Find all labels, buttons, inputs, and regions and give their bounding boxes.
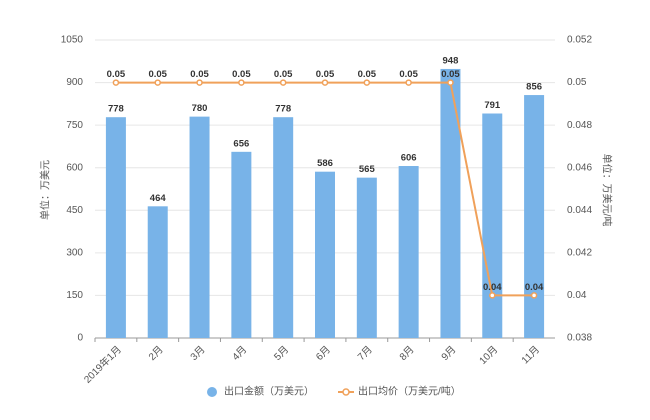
line-value-label: 0.05 [358,69,377,80]
x-tick-label: 5月 [272,344,291,363]
line-marker [405,79,412,86]
x-tick-label: 3月 [188,344,207,363]
x-tick-label: 2019年1月 [81,343,124,386]
line-marker [112,79,120,86]
y2-tick-label: 0.05 [567,77,587,88]
line-marker [530,292,538,299]
bar-value-label: 780 [192,103,208,114]
y-tick-label: 1050 [61,35,84,46]
y-tick-label: 150 [66,290,83,301]
x-tick-label: 8月 [397,344,416,363]
y-tick-label: 750 [66,120,83,131]
y-tick-label: 0 [77,333,83,344]
legend-swatch [207,387,217,397]
bar [482,113,503,338]
bar-value-label: 565 [359,164,376,175]
bar-value-label: 778 [108,104,124,115]
line-marker [279,79,287,86]
line-value-label: 0.05 [107,69,126,80]
line-marker [363,79,371,86]
y2-tick-label: 0.044 [567,205,592,216]
y-tick-label: 900 [66,77,83,88]
bar-value-label: 586 [317,158,333,169]
line-value-label: 0.05 [399,69,418,80]
y-tick-label: 450 [66,205,83,216]
y2-tick-label: 0.042 [567,247,592,258]
legend-label: 出口金额（万美元） [224,385,314,398]
x-tick-label: 4月 [230,344,249,363]
line-value-label: 0.05 [316,69,335,80]
legend-swatch [342,388,350,396]
line-marker [154,79,161,86]
bar-value-label: 656 [233,138,249,149]
y-tick-label: 600 [66,162,83,173]
x-tick-label: 11月 [519,344,542,367]
line-value-label: 0.04 [525,282,544,293]
y2-tick-label: 0.038 [567,333,592,344]
line-marker [238,79,245,86]
line-marker [489,292,496,299]
bar-value-label: 606 [401,153,417,164]
line-value-label: 0.05 [274,69,293,80]
line-marker [196,79,203,86]
bar [524,95,545,338]
y-axis-title: 单位：万美元 [39,160,52,220]
bar [273,117,294,338]
y2-tick-label: 0.04 [567,290,587,301]
line-value-label: 0.05 [441,69,460,80]
y2-axis-title: 单位：万美元/吨 [600,154,613,227]
line-value-label: 0.05 [190,69,209,80]
bar-value-label: 948 [443,55,459,66]
line-marker [321,79,329,86]
bar [440,68,461,338]
x-tick-label: 2月 [146,344,165,363]
bar [231,151,252,338]
line-value-label: 0.04 [483,282,502,293]
bar [398,166,419,338]
line-value-label: 0.05 [148,69,167,80]
bar-value-label: 778 [275,104,291,115]
bar-value-label: 791 [484,100,501,111]
line-value-label: 0.05 [232,69,251,80]
x-tick-label: 10月 [477,344,500,367]
y2-tick-label: 0.048 [567,120,592,131]
bar [105,117,126,338]
bar [356,177,377,338]
line-marker [447,79,454,86]
bar-value-label: 856 [526,82,542,93]
y-tick-label: 300 [66,247,83,258]
y2-tick-label: 0.046 [567,162,592,173]
x-tick-label: 9月 [439,344,458,363]
bar-value-label: 464 [150,193,167,204]
legend-label: 出口均价（万美元/吨） [358,385,461,398]
bar [147,206,168,338]
x-tick-label: 6月 [313,344,332,363]
x-tick-label: 7月 [355,344,374,363]
bar [315,171,335,338]
y2-tick-label: 0.052 [567,35,592,46]
bar [189,116,210,338]
